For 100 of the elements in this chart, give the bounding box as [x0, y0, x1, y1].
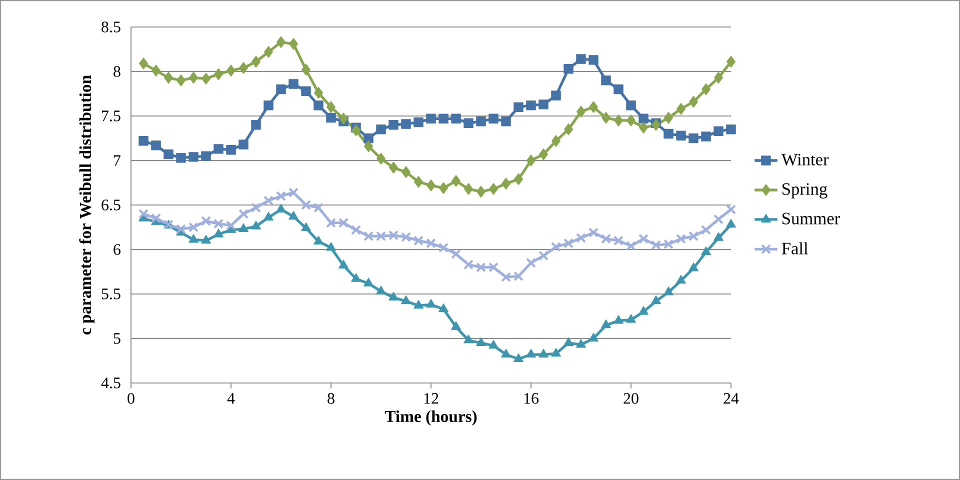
point	[401, 295, 411, 304]
point	[714, 232, 724, 241]
x-axis-title: Time (hours)	[384, 410, 477, 426]
point	[288, 188, 299, 198]
point	[338, 112, 348, 125]
point	[414, 176, 424, 188]
point	[288, 79, 298, 89]
point	[288, 210, 298, 220]
legend-label: Fall	[782, 242, 808, 254]
point	[238, 140, 248, 150]
point	[488, 340, 498, 349]
point	[426, 179, 436, 192]
point	[451, 175, 461, 187]
point	[214, 68, 224, 80]
point	[501, 178, 511, 190]
point	[688, 231, 699, 242]
point	[700, 224, 712, 235]
point	[251, 220, 261, 230]
point	[451, 114, 461, 124]
point	[250, 202, 262, 213]
y-tick-label: 4.5	[101, 378, 120, 388]
point	[276, 36, 286, 48]
point	[376, 124, 386, 134]
point	[138, 136, 148, 146]
point	[201, 151, 211, 161]
x-tick-label: 4	[227, 393, 235, 404]
legend-label: Winter	[781, 154, 829, 166]
point	[151, 64, 161, 77]
point	[638, 306, 648, 315]
point	[714, 72, 724, 84]
x-tick-label: 24	[724, 393, 739, 404]
point	[514, 102, 524, 112]
point	[501, 116, 511, 126]
point	[251, 56, 261, 68]
y-tick-label: 5.5	[102, 288, 120, 300]
point	[351, 273, 361, 282]
point	[488, 262, 499, 272]
point	[438, 114, 448, 124]
point	[476, 337, 486, 346]
point	[588, 55, 598, 65]
point	[251, 120, 261, 130]
point	[314, 236, 324, 244]
point	[438, 182, 448, 194]
point	[601, 76, 611, 86]
point	[464, 334, 474, 344]
point	[688, 133, 698, 144]
point	[400, 232, 412, 242]
point	[401, 119, 411, 129]
point	[650, 240, 662, 250]
point	[488, 183, 498, 195]
point	[188, 234, 198, 243]
point	[426, 299, 436, 308]
point	[276, 204, 286, 212]
point	[576, 54, 586, 64]
point	[238, 223, 248, 232]
x-tick-label: 12	[424, 393, 438, 404]
point	[664, 128, 674, 139]
point	[376, 231, 386, 242]
point	[138, 208, 149, 219]
point	[538, 100, 548, 110]
y-tick-label: 7.5	[102, 110, 120, 122]
point	[663, 239, 674, 250]
point	[550, 242, 562, 252]
point	[576, 232, 586, 243]
point	[588, 332, 598, 342]
point	[388, 292, 398, 301]
point	[151, 140, 161, 150]
point	[438, 303, 448, 312]
point	[614, 84, 624, 94]
point	[601, 319, 611, 328]
y-tick-label: 8	[114, 66, 120, 77]
x-tick-label: 8	[328, 393, 334, 404]
point	[450, 248, 462, 259]
point	[476, 116, 486, 126]
point	[214, 144, 224, 154]
x-tick-label: 20	[624, 393, 638, 404]
point	[564, 337, 574, 346]
point	[326, 101, 336, 114]
point	[188, 72, 198, 84]
point	[326, 242, 336, 251]
point	[600, 234, 612, 244]
point	[638, 234, 649, 244]
point	[426, 238, 436, 248]
point	[513, 271, 524, 282]
point	[688, 262, 698, 272]
y-tick-label: 8.5	[102, 22, 120, 32]
point	[350, 224, 362, 235]
point	[138, 58, 148, 70]
point	[551, 348, 561, 357]
point	[726, 124, 736, 134]
point	[388, 230, 399, 240]
legend-label: Summer	[782, 212, 840, 224]
point	[651, 295, 661, 304]
point	[276, 84, 286, 94]
point	[364, 133, 374, 144]
point	[564, 64, 574, 74]
point	[214, 228, 224, 238]
point	[626, 114, 636, 126]
point	[264, 46, 274, 58]
point	[164, 72, 174, 84]
